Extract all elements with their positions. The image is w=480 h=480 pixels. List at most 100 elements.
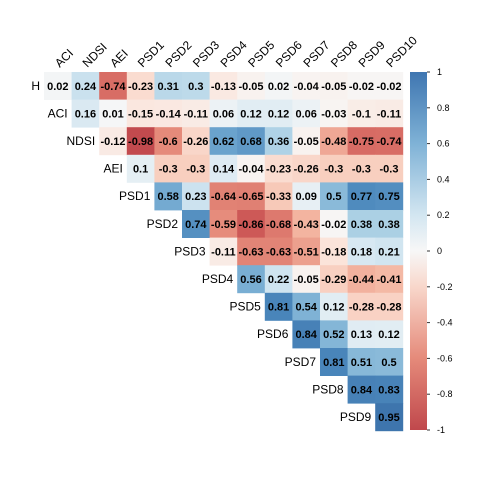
colorbar-tick-label: 1 [437, 67, 442, 77]
heatmap-cell [126, 127, 155, 156]
heatmap-value-label: -0.18 [321, 246, 346, 258]
row-label: PSD1 [119, 189, 151, 203]
heatmap-cell [182, 210, 210, 238]
heatmap-cell [320, 265, 348, 294]
colorbar: 1 0.8 0.6 0.4 0.2 0 -0.2 -0.4 -0.6 -0.8 -1 [410, 67, 453, 435]
row-labels: H ACI NDSI AEI PSD1 PSD2 PSD3 PSD4 PSD5 PSD6 PSD7 P… [31, 79, 371, 424]
heatmap-value-label: -0.44 [349, 274, 375, 286]
heatmap-value-label: 0.23 [185, 191, 206, 203]
heatmap-cell [264, 292, 293, 321]
heatmap-value-label: 0.02 [268, 81, 289, 93]
heatmap-cell [237, 72, 266, 100]
colorbar-tick-label: 0.6 [437, 139, 450, 149]
heatmap-value-label: -0.26 [294, 164, 319, 176]
heatmap-value-label: -0.05 [294, 274, 319, 286]
column-label: PSD4 [218, 38, 250, 70]
heatmap-value-label: -0.02 [321, 219, 346, 231]
heatmap-value-labels: 0.02 0.24 -0.74 -0.23 0.31 0.3 -0.13 -0.05 0.02-… [47, 81, 402, 424]
heatmap-cell [347, 320, 376, 349]
heatmap-value-label: -0.3 [352, 164, 371, 176]
heatmap-cell [264, 265, 293, 294]
heatmap-cell [375, 375, 404, 404]
heatmap-value-label: 0.68 [240, 136, 261, 148]
heatmap-value-label: 0.12 [268, 108, 289, 120]
heatmap-value-label: 0.74 [185, 219, 207, 231]
heatmap-value-label: 0.24 [75, 81, 97, 93]
heatmap-value-label: 0.18 [351, 246, 372, 258]
heatmap-value-label: -0.02 [349, 81, 374, 93]
heatmap-cell [320, 292, 348, 321]
heatmap-cell [182, 154, 210, 183]
colorbar-tick-label: 0.4 [437, 174, 450, 184]
heatmap-cell [264, 210, 293, 238]
heatmap-value-label: -0.86 [238, 219, 263, 231]
heatmap-value-label: 0.77 [351, 191, 372, 203]
heatmap-value-label: 0.36 [268, 136, 289, 148]
heatmap-cell [347, 348, 376, 376]
heatmap-value-label: -0.3 [324, 164, 343, 176]
heatmap-cell [320, 210, 348, 238]
heatmap-value-label: -0.48 [321, 136, 346, 148]
colorbar-ticks: 1 0.8 0.6 0.4 0.2 0 -0.2 -0.4 -0.6 -0.8 -1 [427, 67, 453, 435]
heatmap-value-label: -0.12 [100, 136, 125, 148]
heatmap-value-label: -0.43 [294, 219, 319, 231]
heatmap-value-label: 0.84 [351, 384, 373, 396]
heatmap-cell [320, 154, 348, 183]
heatmap-value-label: 0.81 [323, 357, 344, 369]
heatmap-value-label: -0.74 [376, 136, 402, 148]
heatmap-cell [292, 265, 321, 294]
colorbar-tick-label: -0.8 [437, 389, 453, 399]
heatmap-value-label: -0.11 [377, 108, 401, 120]
heatmap-value-label: -0.3 [186, 164, 205, 176]
heatmap-cell [182, 182, 210, 211]
colorbar-gradient [410, 72, 427, 430]
heatmap-value-label: 0.12 [323, 302, 344, 314]
heatmap-value-label: 0.21 [378, 246, 399, 258]
heatmap-value-label: -0.23 [128, 81, 153, 93]
heatmap-cell [292, 72, 321, 100]
column-label: ACI [52, 46, 76, 70]
colorbar-tick-label: -0.2 [437, 282, 453, 292]
heatmap-cell [347, 154, 376, 183]
column-label: PSD10 [383, 33, 420, 70]
heatmap-value-label: -0.65 [238, 191, 263, 203]
colorbar-tick-label: 0.2 [437, 210, 450, 220]
heatmap-cell [209, 182, 238, 211]
row-label: NDSI [67, 134, 96, 148]
heatmap-value-label: -0.63 [238, 246, 263, 258]
heatmap-value-label: -0.63 [266, 246, 291, 258]
heatmap-value-label: 0.3 [188, 81, 203, 93]
heatmap-cell [320, 127, 348, 156]
row-label: PSD9 [340, 410, 372, 424]
heatmap-cell [237, 265, 266, 294]
column-label: PSD2 [162, 38, 194, 70]
row-label: PSD4 [202, 272, 234, 286]
heatmap-value-label: 0.38 [378, 219, 399, 231]
heatmap-cell [320, 320, 348, 349]
row-label: PSD7 [285, 355, 317, 369]
heatmap-cell [99, 127, 128, 156]
heatmap-cell [209, 99, 238, 128]
heatmap-cell [320, 99, 348, 128]
heatmap-cell [154, 127, 183, 156]
heatmap-value-label: -0.6 [159, 136, 178, 148]
heatmap-value-label: -0.14 [156, 108, 182, 120]
heatmap-cell [375, 72, 404, 100]
heatmap-value-label: 0.06 [295, 108, 316, 120]
heatmap-cell [237, 182, 266, 211]
heatmap-cell [182, 127, 210, 156]
column-label: AEI [107, 47, 131, 71]
heatmap-cell [320, 348, 348, 376]
heatmap-cell [264, 154, 293, 183]
heatmap-cell [347, 72, 376, 100]
heatmap-cell [126, 99, 155, 128]
row-label: PSD3 [174, 244, 206, 258]
heatmap-value-label: -0.64 [211, 191, 237, 203]
colorbar-tick-label: -0.4 [437, 318, 453, 328]
heatmap-value-label: -0.59 [211, 219, 236, 231]
heatmap-cell [154, 72, 183, 100]
heatmap-cell [264, 182, 293, 211]
heatmap-cell [347, 182, 376, 211]
